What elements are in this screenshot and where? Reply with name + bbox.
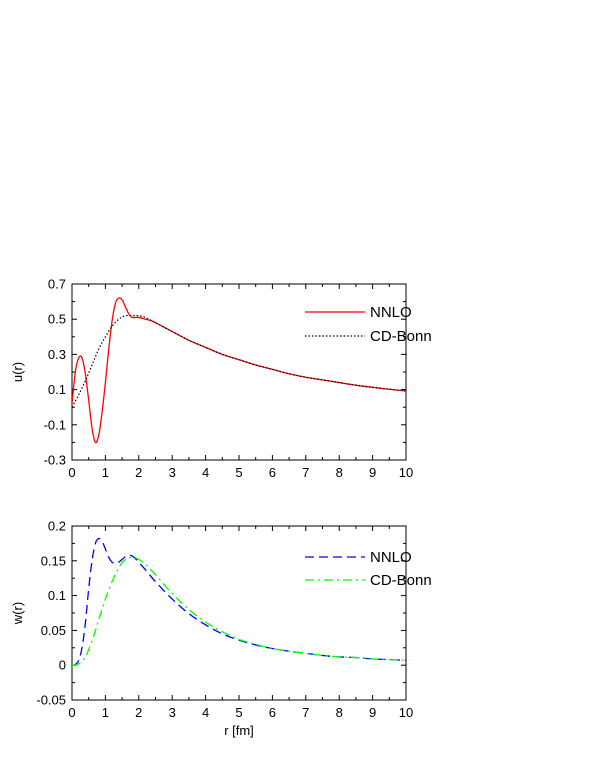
x-tick-label: 2 xyxy=(135,705,142,720)
y-tick-label: 0.5 xyxy=(48,312,66,327)
x-tick-label: 9 xyxy=(369,465,376,480)
legend-label: CD-Bonn xyxy=(370,328,432,345)
series-line-nnlo xyxy=(72,537,406,666)
y-tick-label: -0.1 xyxy=(44,417,66,432)
x-tick-label: 4 xyxy=(202,705,209,720)
x-tick-label: 4 xyxy=(202,465,209,480)
x-tick-label: 5 xyxy=(235,465,242,480)
legend-label: CD-Bonn xyxy=(370,572,432,589)
y-tick-label: -0.3 xyxy=(44,453,66,468)
x-tick-label: 3 xyxy=(169,705,176,720)
legend-label: NNLO xyxy=(370,304,412,321)
y-tick-label: 0.2 xyxy=(48,519,66,534)
y-tick-label: 0.3 xyxy=(48,347,66,362)
x-tick-label: 9 xyxy=(369,705,376,720)
x-tick-label: 10 xyxy=(399,465,413,480)
series-line-cd-bonn xyxy=(72,314,406,408)
x-tick-label: 0 xyxy=(68,705,75,720)
x-tick-label: 6 xyxy=(269,705,276,720)
x-tick-label: 6 xyxy=(269,465,276,480)
x-tick-label: 3 xyxy=(169,465,176,480)
y-tick-label: 0.1 xyxy=(48,588,66,603)
y-tick-label: 0.05 xyxy=(41,623,66,638)
y-tick-label: 0.7 xyxy=(48,277,66,292)
x-axis-label: r [fm] xyxy=(224,723,254,738)
x-tick-label: 10 xyxy=(399,705,413,720)
x-tick-label: 5 xyxy=(235,705,242,720)
series-line-nnlo xyxy=(72,297,406,444)
plot-frame xyxy=(71,283,407,461)
series-line-cd-bonn xyxy=(72,556,406,666)
legend-label: NNLO xyxy=(370,549,412,566)
y-tick-label: 0.1 xyxy=(48,382,66,397)
y-axis-label: w(r) xyxy=(10,602,25,625)
x-tick-label: 0 xyxy=(68,465,75,480)
x-tick-label: 1 xyxy=(102,705,109,720)
x-tick-label: 1 xyxy=(102,465,109,480)
y-tick-label: -0.05 xyxy=(36,693,66,708)
x-tick-label: 2 xyxy=(135,465,142,480)
x-tick-label: 7 xyxy=(302,465,309,480)
x-tick-label: 8 xyxy=(336,465,343,480)
x-tick-label: 8 xyxy=(336,705,343,720)
plot-frame xyxy=(71,525,407,701)
x-tick-label: 7 xyxy=(302,705,309,720)
panel-1: 0 1 2 3 4 5 6 7 8 9 10 -0.3 -0.1 0.1 0.3 0.5 0.7 u(r) NNLO… xyxy=(10,277,432,481)
y-tick-label: 0.15 xyxy=(41,553,66,568)
y-axis-label: u(r) xyxy=(10,362,25,382)
y-tick-label: 0 xyxy=(59,658,66,673)
